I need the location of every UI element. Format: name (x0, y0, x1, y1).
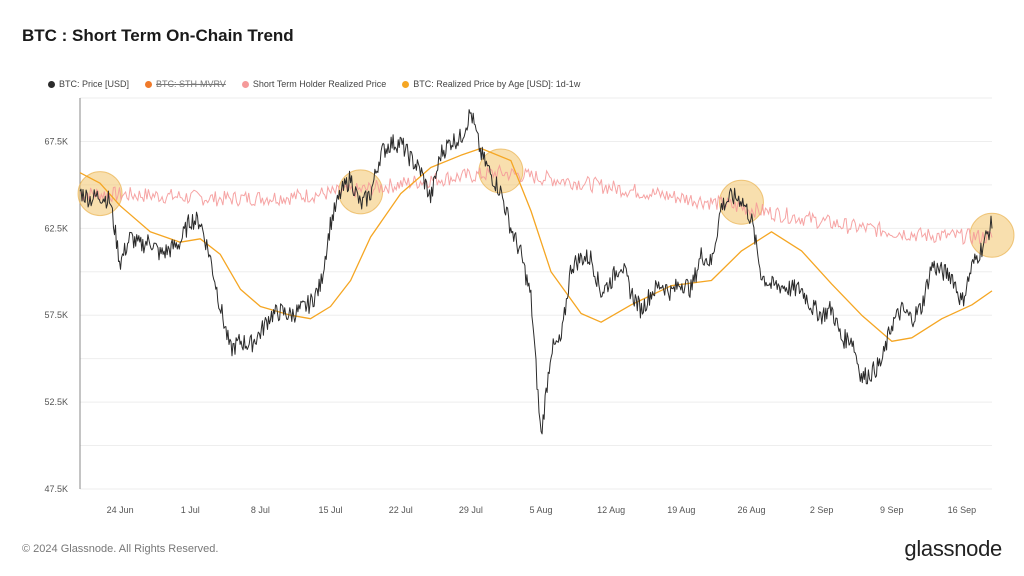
x-tick-label: 1 Jul (181, 505, 200, 515)
legend-dot-sth-realized-price (241, 80, 249, 88)
legend-dot-price (48, 80, 55, 88)
legend-dot-sth-mvrv (145, 80, 153, 88)
x-tick-label: 15 Jul (319, 505, 343, 515)
sth-realized-price-line (79, 163, 993, 246)
legend-item-realized-1d-1w[interactable]: BTC: Realized Price by Age [USD]: 1d-1w (402, 79, 580, 89)
btc-price-line (79, 109, 993, 435)
legend-item-sth-mvrv[interactable]: BTC: STH-MVRV (145, 79, 226, 89)
y-tick-label: 52.5K (44, 397, 68, 407)
y-tick-label: 47.5K (44, 484, 68, 494)
x-tick-label: 2 Sep (810, 505, 834, 515)
legend-dot-realized-1d-1w (402, 80, 410, 88)
y-tick-label: 67.5K (44, 136, 68, 146)
copyright-text: © 2024 Glassnode. All Rights Reserved. (22, 543, 219, 555)
x-tick-label: 16 Sep (948, 505, 977, 515)
y-tick-label: 57.5K (44, 310, 68, 320)
x-tick-label: 8 Jul (251, 505, 270, 515)
x-tick-label: 24 Jun (107, 505, 134, 515)
x-tick-label: 5 Aug (529, 505, 552, 515)
highlight-circle (338, 169, 384, 215)
legend: BTC: Price [USD] BTC: STH-MVRV Short Ter… (48, 79, 580, 89)
chart-title: BTC : Short Term On-Chain Trend (22, 26, 294, 45)
realized-price-1d-1w-line (79, 147, 993, 342)
highlight-circle (718, 179, 764, 225)
legend-item-price[interactable]: BTC: Price [USD] (48, 79, 129, 89)
legend-label-realized-1d-1w: BTC: Realized Price by Age [USD]: 1d-1w (413, 79, 581, 89)
legend-label-sth-mvrv: BTC: STH-MVRV (156, 79, 226, 89)
x-tick-label: 12 Aug (597, 505, 625, 515)
y-tick-label: 62.5K (44, 223, 68, 233)
x-tick-label: 29 Jul (459, 505, 483, 515)
legend-label-sth-realized-price: Short Term Holder Realized Price (252, 79, 387, 89)
glassnode-logo: glassnode (904, 536, 1002, 561)
x-tick-label: 26 Aug (737, 505, 765, 515)
x-tick-label: 22 Jul (389, 505, 413, 515)
x-tick-label: 19 Aug (667, 505, 695, 515)
legend-label-price: BTC: Price [USD] (59, 79, 130, 89)
legend-item-sth-realized-price[interactable]: Short Term Holder Realized Price (241, 79, 387, 89)
x-tick-label: 9 Sep (880, 505, 904, 515)
